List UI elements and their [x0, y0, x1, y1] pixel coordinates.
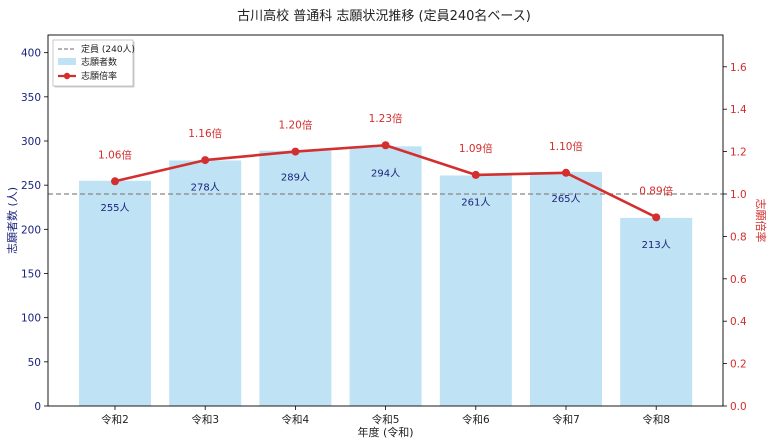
ratio-point-令和4 — [291, 147, 300, 156]
right-axis-title: 志願倍率 — [754, 199, 768, 243]
right-tick-label: 0.2 — [730, 359, 747, 371]
x-tick-label: 令和7 — [552, 413, 580, 426]
bar-label-令和3: 278人 — [191, 181, 220, 193]
ratio-point-令和3 — [201, 156, 210, 165]
ratio-label-令和8: 0.89倍 — [639, 184, 673, 197]
x-axis-title: 年度 (令和) — [357, 425, 413, 439]
ratio-label-令和5: 1.23倍 — [369, 112, 403, 125]
bar-label-令和8: 213人 — [642, 239, 671, 251]
x-tick-label: 令和4 — [282, 413, 310, 426]
x-tick-label: 令和6 — [462, 413, 490, 426]
chart-title: 古川高校 普通科 志願状況推移 (定員240名ベース) — [237, 8, 531, 24]
right-tick-label: 1.4 — [730, 104, 747, 116]
left-tick-label: 150 — [21, 269, 41, 281]
right-tick-label: 0.0 — [730, 401, 747, 413]
x-tick-label: 令和8 — [642, 413, 670, 426]
ratio-point-令和2 — [111, 177, 119, 186]
ratio-label-令和7: 1.10倍 — [549, 140, 583, 153]
legend-capacity-label: 定員 (240人) — [81, 43, 135, 55]
ratio-point-令和5 — [381, 141, 390, 150]
left-tick-label: 100 — [21, 313, 41, 325]
bar-label-令和5: 294人 — [371, 167, 400, 179]
ratio-label-令和3: 1.16倍 — [188, 127, 222, 140]
ratio-label-令和6: 1.09倍 — [459, 142, 493, 155]
x-tick-label: 令和5 — [372, 413, 400, 426]
left-axis-title: 志願者数 (人) — [6, 187, 19, 254]
legend-ratio-label: 志願倍率 — [81, 70, 117, 82]
legend-ratio-swatch-marker — [63, 72, 71, 80]
bar-令和2 — [79, 180, 151, 406]
left-tick-label: 400 — [21, 48, 41, 60]
legend-applicants-label: 志願者数 — [81, 56, 117, 68]
bar-label-令和7: 265人 — [551, 193, 580, 205]
bar-令和7 — [530, 171, 602, 406]
bar-令和6 — [439, 175, 512, 406]
bar-label-令和4: 289人 — [281, 172, 310, 184]
left-tick-label: 300 — [21, 136, 41, 148]
right-tick-label: 1.6 — [730, 62, 747, 74]
ratio-label-令和4: 1.20倍 — [278, 119, 312, 132]
right-tick-label: 0.6 — [730, 274, 747, 286]
left-tick-label: 0 — [34, 401, 41, 413]
bar-令和4 — [259, 150, 332, 406]
ratio-point-令和8 — [652, 213, 661, 222]
bar-令和8 — [620, 217, 693, 406]
right-tick-label: 1.2 — [730, 147, 747, 159]
right-tick-label: 1.0 — [730, 189, 747, 201]
left-tick-label: 250 — [21, 180, 41, 192]
left-tick-label: 200 — [21, 224, 41, 236]
x-tick-label: 令和3 — [191, 413, 219, 426]
ratio-point-令和7 — [562, 168, 570, 177]
left-tick-label: 350 — [21, 92, 41, 104]
x-tick-label: 令和2 — [101, 413, 129, 426]
right-tick-label: 0.8 — [730, 231, 747, 243]
bar-令和5 — [349, 146, 422, 407]
bar-label-令和6: 261人 — [461, 196, 490, 208]
bar-label-令和2: 255人 — [100, 202, 129, 214]
left-tick-label: 50 — [28, 357, 41, 369]
legend-applicants-swatch — [58, 58, 76, 65]
ratio-point-令和6 — [471, 170, 480, 179]
right-tick-label: 0.4 — [730, 316, 747, 328]
bar-令和3 — [169, 160, 242, 406]
ratio-label-令和2: 1.06倍 — [98, 148, 132, 161]
